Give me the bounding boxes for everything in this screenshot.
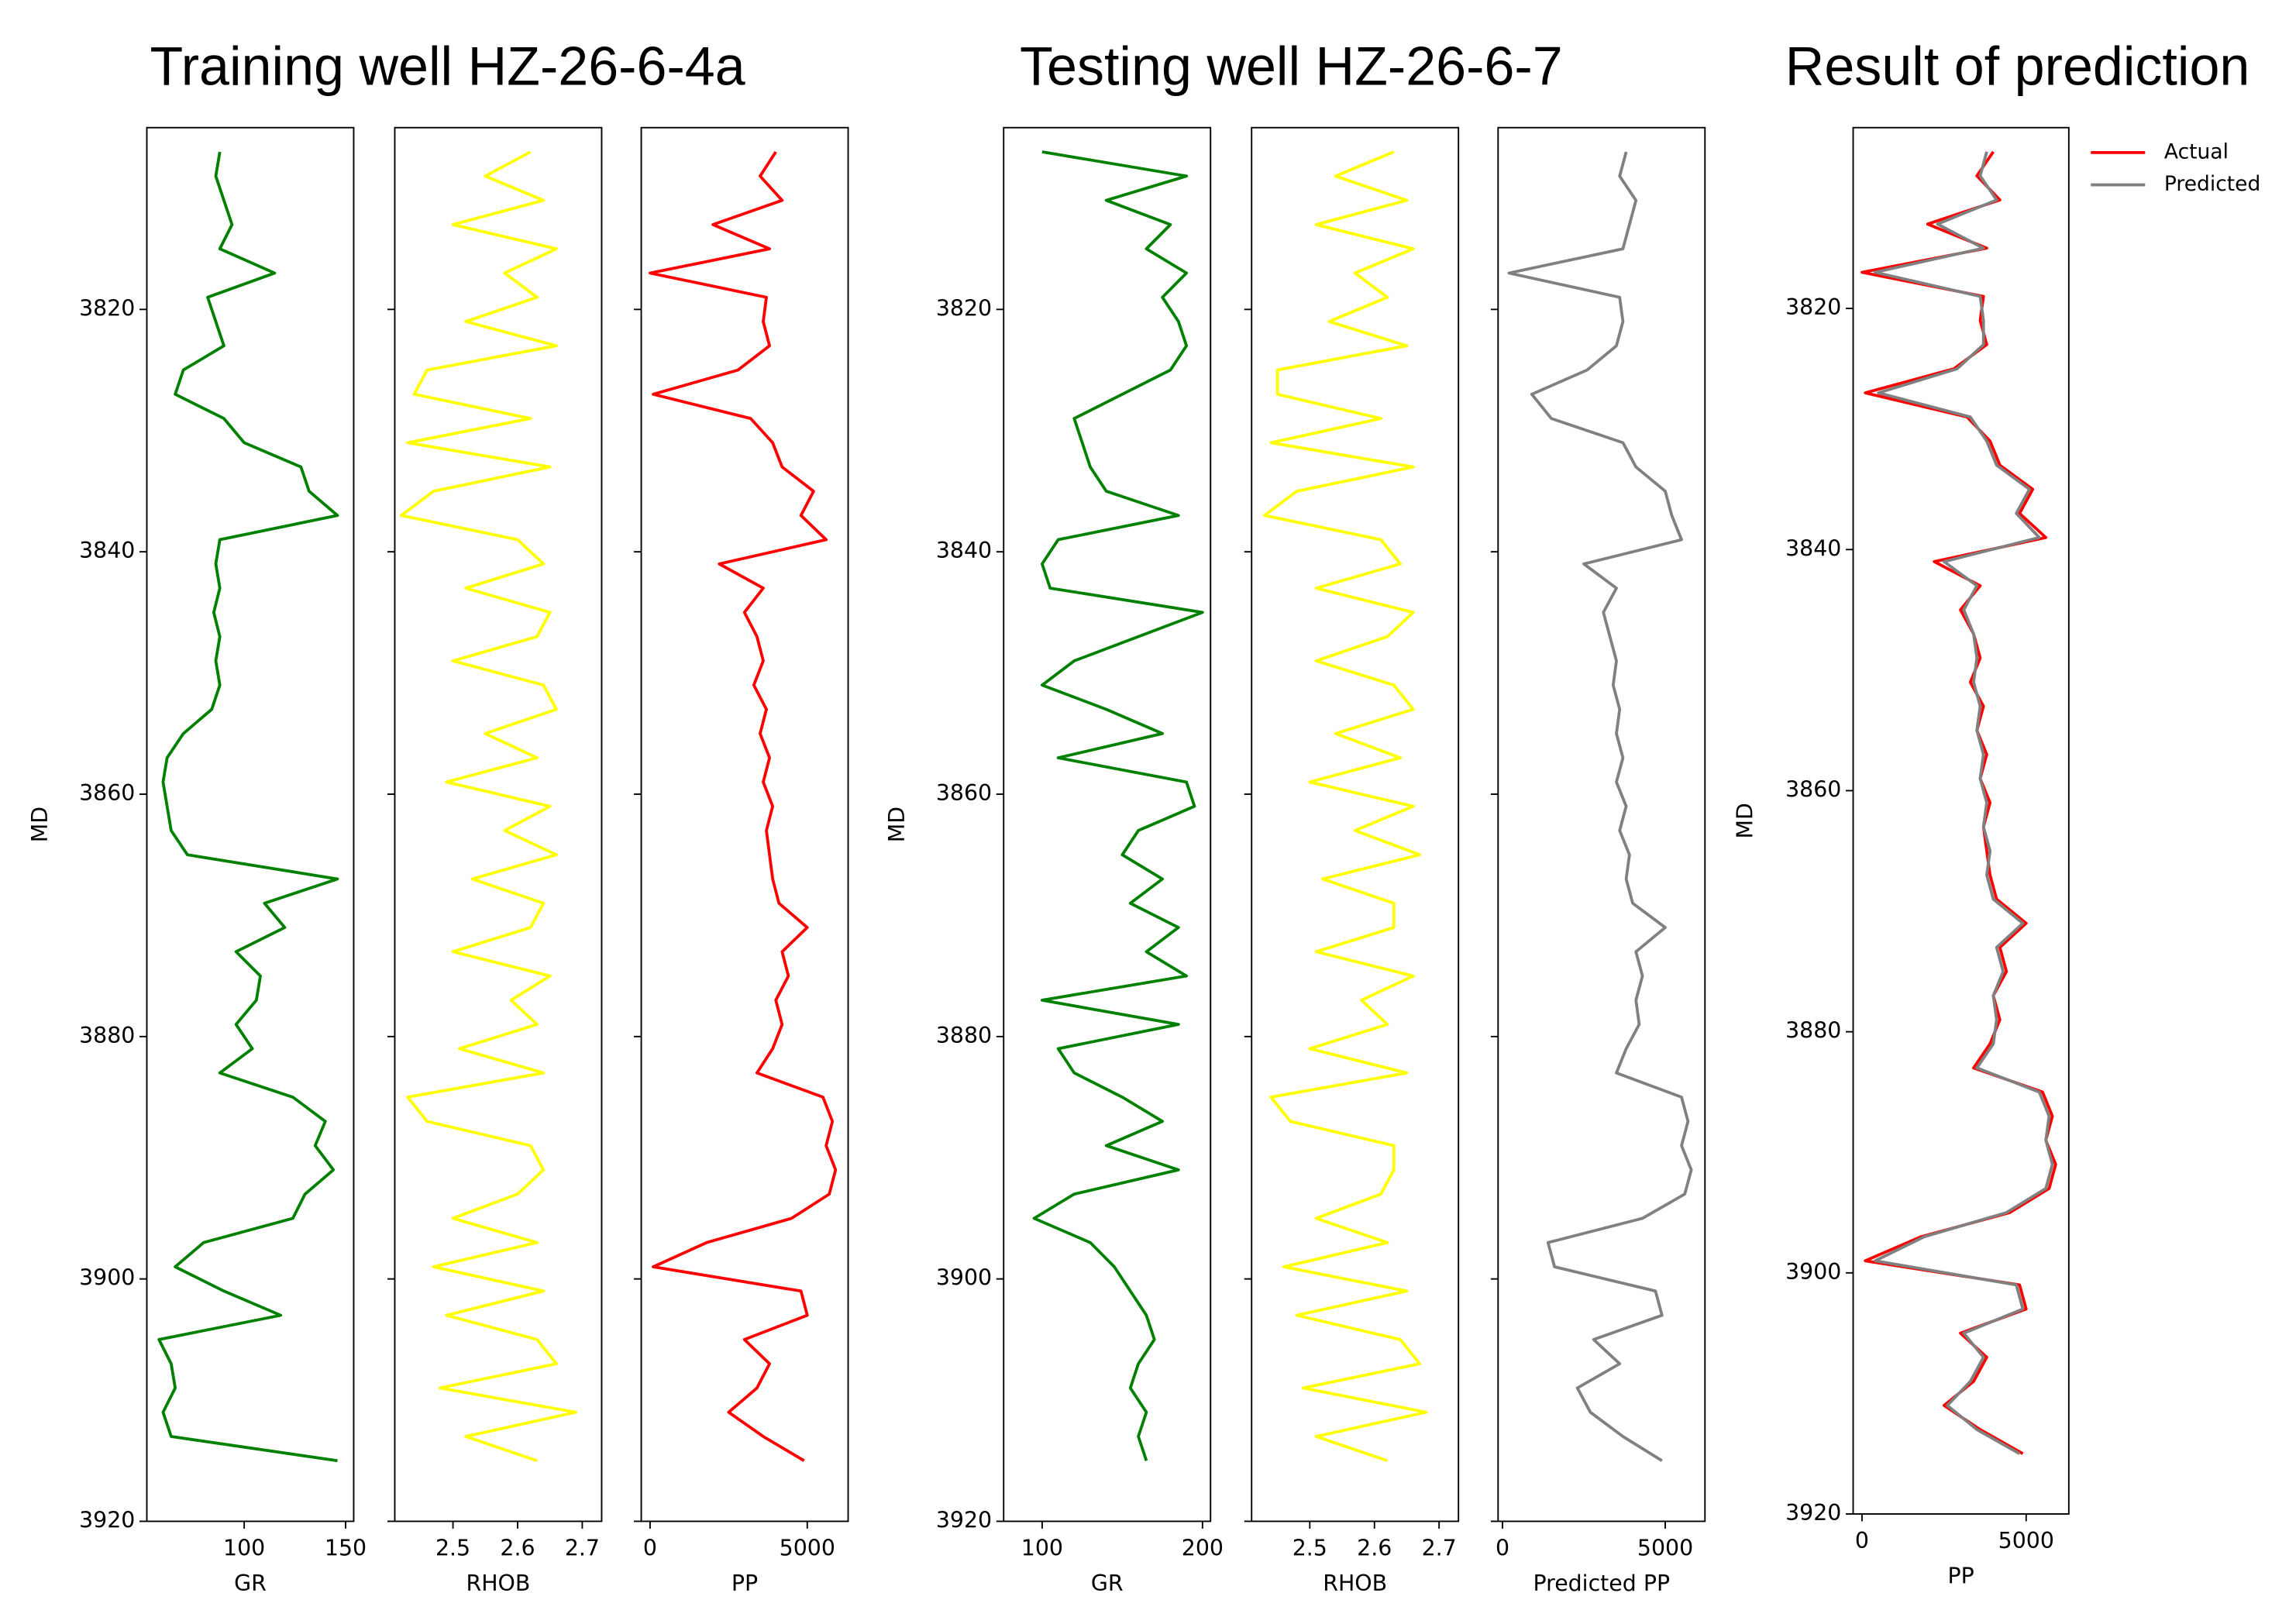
log-curve <box>1032 150 1204 1461</box>
log-curve <box>157 151 339 1463</box>
y-tick-label: 3860 <box>79 780 135 806</box>
x-axis-label: PP <box>1948 1563 1974 1588</box>
x-tick-label: 5000 <box>780 1535 835 1560</box>
log-curve <box>649 150 838 1462</box>
x-tick-label: 0 <box>1855 1528 1869 1553</box>
x-axis-label: RHOB <box>1323 1571 1387 1596</box>
x-tick-label: 2.6 <box>500 1535 535 1560</box>
y-tick-label: 3920 <box>1785 1500 1841 1526</box>
y-tick-label: 3840 <box>1785 535 1841 561</box>
y-tick-label: 3840 <box>79 538 135 563</box>
log-curve <box>1507 151 1693 1462</box>
axes-frame <box>1497 126 1706 1522</box>
x-tick-label: 100 <box>223 1535 265 1560</box>
chart-title: Training well HZ-26-6-4a <box>150 36 745 96</box>
y-tick-label: 3820 <box>936 295 992 321</box>
x-tick-label: 5000 <box>1998 1528 2054 1553</box>
x-tick-label: 2.5 <box>435 1535 470 1560</box>
x-axis-label: Predicted PP <box>1533 1571 1671 1596</box>
axes-frame <box>640 126 849 1522</box>
x-tick-label: 200 <box>1182 1535 1224 1560</box>
x-axis-label: GR <box>234 1571 267 1596</box>
y-tick-label: 3880 <box>79 1023 135 1048</box>
axes-frame <box>1251 126 1460 1522</box>
x-tick-label: 150 <box>325 1535 367 1560</box>
chart-title: Result of prediction <box>1785 36 2250 96</box>
x-tick-label: 2.7 <box>565 1535 600 1560</box>
x-tick-label: 0 <box>1496 1535 1509 1560</box>
y-tick-label: 3920 <box>936 1507 992 1533</box>
y-tick-label: 3920 <box>79 1507 135 1533</box>
axes-frame <box>394 126 603 1522</box>
x-tick-label: 2.5 <box>1293 1535 1327 1560</box>
x-axis-label: RHOB <box>466 1571 531 1596</box>
y-tick-label: 3820 <box>79 295 135 321</box>
x-tick-label: 2.6 <box>1357 1535 1392 1560</box>
axes-frame <box>1003 126 1212 1522</box>
y-tick-label: 3880 <box>936 1023 992 1048</box>
y-tick-label: 3900 <box>1785 1259 1841 1285</box>
y-axis-label: MD <box>1732 803 1757 838</box>
log-curve <box>1263 150 1428 1463</box>
x-axis-label: PP <box>731 1571 758 1596</box>
y-axis-label: MD <box>884 807 910 842</box>
y-tick-label: 3840 <box>936 538 992 563</box>
y-tick-label: 3860 <box>1785 776 1841 802</box>
chart-title: Testing well HZ-26-6-7 <box>1020 36 1563 96</box>
x-tick-label: 5000 <box>1637 1535 1693 1560</box>
axes-frame <box>146 126 355 1522</box>
y-tick-label: 3880 <box>1785 1018 1841 1044</box>
legend-label: Actual <box>2164 139 2229 163</box>
y-axis-label: MD <box>27 807 53 842</box>
x-axis-label: GR <box>1091 1571 1124 1596</box>
axes-frame <box>1852 126 2070 1515</box>
log-curve <box>1874 151 2054 1455</box>
log-curve <box>399 150 577 1463</box>
x-tick-label: 100 <box>1021 1535 1063 1560</box>
x-tick-label: 0 <box>643 1535 657 1560</box>
legend-label: Predicted <box>2164 172 2260 196</box>
y-tick-label: 3900 <box>936 1265 992 1291</box>
x-tick-label: 2.7 <box>1422 1535 1457 1560</box>
y-tick-label: 3900 <box>79 1265 135 1291</box>
y-tick-label: 3860 <box>936 780 992 806</box>
y-tick-label: 3820 <box>1785 294 1841 320</box>
log-curve <box>1860 150 2057 1455</box>
